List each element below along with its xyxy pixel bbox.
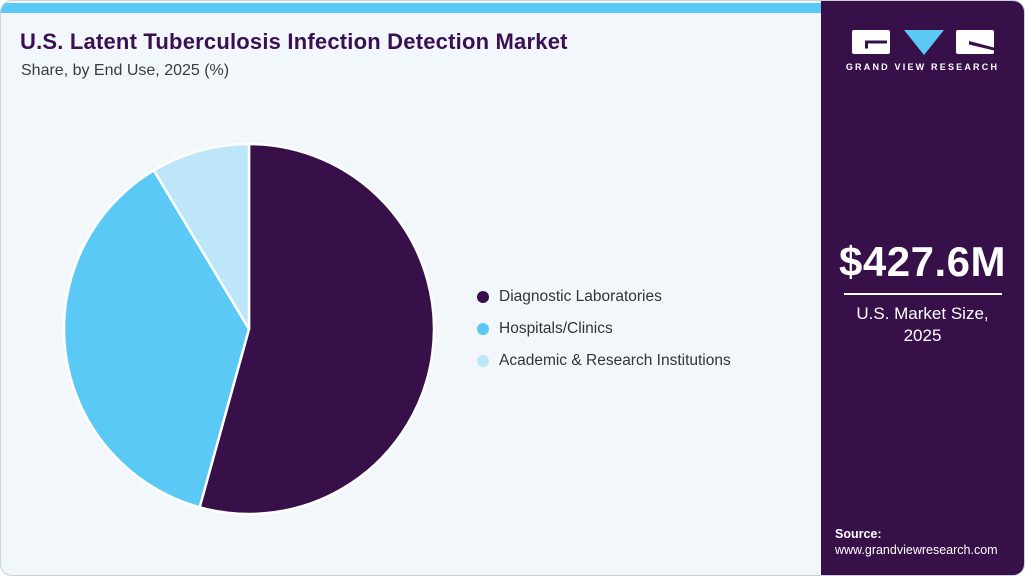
- legend-label: Hospitals/Clinics: [499, 319, 613, 337]
- pie-slice-2: [62, 169, 251, 509]
- legend-item-1: Diagnostic Laboratories: [477, 287, 731, 306]
- market-size-label-line2: 2025: [903, 326, 942, 346]
- pie-slice-1: [198, 142, 436, 516]
- brand-name: GRAND VIEW RESEARCH: [845, 62, 1000, 72]
- pie-chart: [62, 142, 436, 516]
- source-block: Source: www.grandviewresearch.com: [835, 526, 998, 559]
- top-accent-stripe: [1, 3, 822, 13]
- sidebar: GRAND VIEW RESEARCH $427.6M U.S. Market …: [821, 1, 1024, 575]
- gvr-logo-icon: [851, 30, 994, 55]
- source-url[interactable]: www.grandviewresearch.com: [835, 542, 998, 557]
- legend-dot-icon: [477, 322, 489, 335]
- page-title: U.S. Latent Tuberculosis Infection Detec…: [20, 29, 568, 54]
- legend: Diagnostic Laboratories Hospitals/Clinics…: [477, 287, 731, 370]
- legend-dot-icon: [477, 354, 489, 367]
- legend-item-2: Hospitals/Clinics: [477, 319, 731, 338]
- legend-dot-icon: [477, 290, 489, 303]
- market-size-label-line1: U.S. Market Size,: [856, 304, 989, 323]
- market-size-value: $427.6M: [839, 238, 1006, 285]
- legend-label: Academic & Research Institutions: [499, 351, 731, 369]
- pie-slice-3: [152, 142, 251, 331]
- legend-item-3: Academic & Research Institutions: [477, 351, 731, 370]
- divider: [843, 293, 1002, 295]
- page-subtitle: Share, by End Use, 2025 (%): [21, 62, 230, 79]
- gvr-logo: GRAND VIEW RESEARCH: [821, 29, 1024, 72]
- market-size-label: U.S. Market Size, 2025: [821, 303, 1024, 348]
- source-label: Source:: [835, 526, 882, 541]
- legend-label: Diagnostic Laboratories: [499, 287, 662, 305]
- market-size-block: $427.6M U.S. Market Size, 2025: [821, 238, 1024, 348]
